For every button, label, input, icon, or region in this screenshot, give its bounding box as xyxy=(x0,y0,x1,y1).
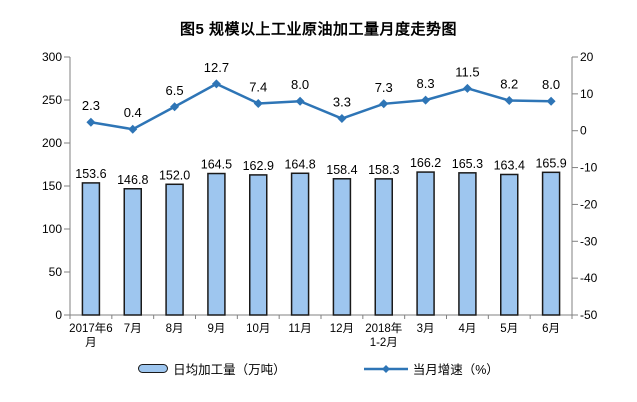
bar xyxy=(416,171,435,316)
x-axis-label: 3月 xyxy=(417,323,435,335)
bar-value-label: 163.4 xyxy=(494,158,525,172)
bar-series-label: 日均加工量（万吨） xyxy=(173,363,286,377)
right-axis-tick-label: -50 xyxy=(580,308,598,322)
x-axis-label: 7月 xyxy=(124,323,142,335)
line-marker xyxy=(128,124,138,134)
bar-value-label: 165.9 xyxy=(535,156,566,170)
line-value-label: 3.3 xyxy=(333,95,351,110)
bar-value-label: 164.5 xyxy=(201,158,232,172)
line-value-label: 8.0 xyxy=(291,77,309,92)
left-axis-tick-label: 100 xyxy=(42,222,62,236)
bar-value-label: 165.3 xyxy=(452,157,483,171)
line-marker xyxy=(211,79,221,89)
line-marker xyxy=(337,114,347,124)
line-value-label: 12.7 xyxy=(204,60,229,75)
line-value-label: 7.3 xyxy=(375,80,393,95)
legend-item-bar: 日均加工量（万吨） xyxy=(138,359,286,378)
legend-item-line: 当月增速（%） xyxy=(363,359,499,378)
legend-diamond-marker-icon xyxy=(381,364,390,373)
bar xyxy=(500,173,519,316)
left-axis-tick-label: 250 xyxy=(42,93,62,107)
left-axis-tick-label: 150 xyxy=(42,179,62,193)
line-marker xyxy=(170,102,180,112)
line-value-label: 6.5 xyxy=(166,83,184,98)
line-value-label: 8.3 xyxy=(417,76,435,91)
right-axis-tick-label: -20 xyxy=(580,197,598,211)
line-value-label: 7.4 xyxy=(249,79,267,94)
line-marker xyxy=(421,95,431,105)
line-value-label: 8.0 xyxy=(542,77,560,92)
chart-title: 图5 规模以上工业原油加工量月度走势图 xyxy=(179,21,457,38)
bar xyxy=(374,178,393,316)
x-axis-label: 4月 xyxy=(458,323,476,335)
left-axis-tick-label: 50 xyxy=(49,265,63,279)
line-marker xyxy=(462,83,472,93)
right-axis-tick-label: -30 xyxy=(580,234,598,248)
bar xyxy=(123,188,142,316)
line-value-label: 11.5 xyxy=(455,64,479,79)
left-axis-tick-label: 0 xyxy=(55,308,62,322)
x-axis-label: 6月 xyxy=(542,323,560,335)
right-axis-tick-label: -40 xyxy=(580,271,598,285)
bar-value-label: 158.4 xyxy=(326,163,357,177)
bar xyxy=(332,178,352,316)
bar xyxy=(207,172,226,316)
right-axis-tick-label: 10 xyxy=(580,87,594,101)
bar xyxy=(165,183,184,316)
right-axis-tick-label: 0 xyxy=(580,124,587,138)
x-axis-label: 12月 xyxy=(330,323,354,335)
line-value-label: 2.3 xyxy=(82,98,100,113)
line-series-label: 当月增速（%） xyxy=(412,363,499,377)
x-axis-label: 10月 xyxy=(246,323,270,335)
bar xyxy=(541,171,561,316)
bar xyxy=(290,172,310,316)
line-series-swatch-icon xyxy=(363,364,408,373)
x-axis-label: 2018年 1-2月 xyxy=(365,321,402,349)
line-marker xyxy=(379,99,389,109)
bar-value-label: 153.6 xyxy=(75,167,106,181)
bar-value-label: 166.2 xyxy=(410,156,441,170)
line-marker xyxy=(546,96,556,106)
x-axis-label: 2017年6 月 xyxy=(69,321,112,349)
x-axis-label: 8月 xyxy=(166,323,184,335)
bar-value-label: 164.8 xyxy=(284,157,315,171)
bar-value-label: 158.3 xyxy=(368,163,399,177)
legend: 日均加工量（万吨） 当月增速（%） xyxy=(0,359,637,378)
x-axis-label: 9月 xyxy=(207,323,225,335)
left-axis-tick-label: 300 xyxy=(42,50,62,64)
right-axis-tick-label: -10 xyxy=(580,161,598,175)
line-marker xyxy=(504,95,514,105)
bar-value-label: 162.9 xyxy=(243,159,274,173)
growth-line xyxy=(90,82,552,131)
line-value-label: 0.4 xyxy=(124,105,142,120)
line-value-label: 8.2 xyxy=(500,76,518,91)
line-marker xyxy=(86,117,96,127)
bar xyxy=(249,174,268,316)
bar-value-label: 152.0 xyxy=(159,168,190,182)
right-axis-tick-label: 20 xyxy=(580,50,594,64)
bar-series-swatch-icon xyxy=(138,364,169,373)
bar-value-label: 146.8 xyxy=(117,173,148,187)
line-marker xyxy=(253,98,263,108)
x-axis-label: 5月 xyxy=(500,323,518,335)
left-axis-tick-label: 200 xyxy=(42,136,62,150)
line-marker xyxy=(295,96,305,106)
bar xyxy=(81,182,101,316)
x-axis-label: 11月 xyxy=(288,323,311,335)
bar xyxy=(458,172,477,316)
